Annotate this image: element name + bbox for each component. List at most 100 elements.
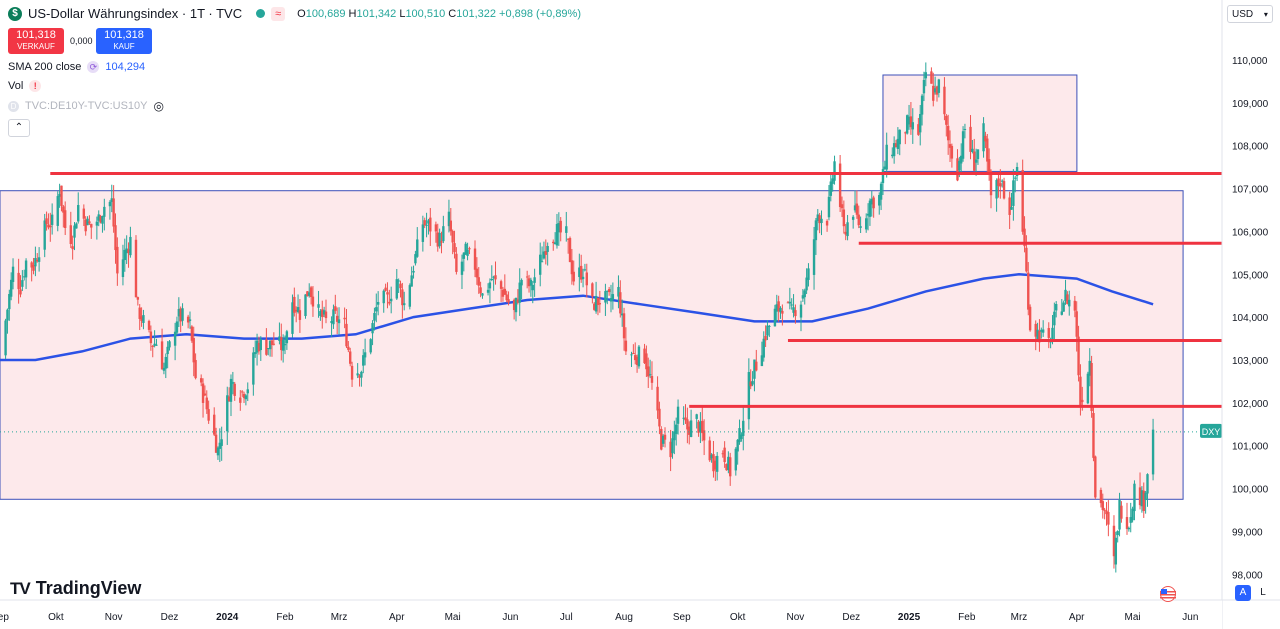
candle-body [6, 309, 9, 321]
time-tick-label: Feb [958, 612, 976, 623]
candle-body [1038, 331, 1041, 343]
candle-body [278, 336, 281, 341]
candle-body [168, 341, 171, 348]
currency-selector[interactable]: USD ▾ [1227, 5, 1273, 23]
candle-body [1107, 512, 1110, 525]
candle-body [464, 243, 467, 255]
tradingview-logo[interactable]: TV TradingView [10, 578, 141, 599]
candle-body [88, 221, 91, 224]
candle-body [851, 216, 855, 220]
sell-button[interactable]: 101,318 VERKAUF [8, 28, 64, 54]
candle-body [568, 238, 572, 263]
candle-body [708, 440, 711, 461]
candle-body [1051, 327, 1054, 340]
candle-body [112, 198, 115, 227]
candle-body [799, 304, 803, 318]
auto-scale-button[interactable]: A [1235, 585, 1251, 601]
ohlc-values: O100,689 H101,342 L100,510 C101,322 +0,8… [297, 7, 581, 20]
chart-title[interactable]: US-Dollar Währungsindex · 1T · TVC [28, 6, 243, 21]
compare-indicator[interactable]: D TVC:DE10Y-TVC:US10Y ◎ [8, 99, 164, 113]
candle-body [60, 185, 63, 206]
eye-hidden-icon[interactable]: ◎ [153, 99, 164, 113]
symbol-tag-label: DXY [1202, 427, 1221, 437]
candle-body [412, 270, 415, 273]
candle-body [296, 307, 300, 313]
candle-body [539, 254, 542, 275]
price-tick-label: 110,000 [1232, 56, 1268, 67]
candle-body [1094, 456, 1097, 498]
wave-icon[interactable]: ≈ [271, 6, 286, 21]
us-flag-icon[interactable] [1156, 586, 1180, 602]
warning-icon[interactable]: ! [29, 80, 42, 92]
candle-body [622, 313, 626, 339]
log-scale-button[interactable]: L [1260, 587, 1266, 598]
candle-body [555, 223, 559, 246]
candle-body [162, 367, 166, 371]
candle-body [242, 393, 246, 399]
candle-body [742, 420, 745, 436]
candle-body [579, 265, 583, 280]
candle-body [1053, 311, 1056, 326]
candle-body [650, 376, 654, 383]
candle-body [272, 343, 276, 345]
candle-body [220, 439, 223, 446]
candle-body [153, 343, 156, 346]
candle-body [1086, 373, 1090, 404]
candle-body [1127, 527, 1131, 530]
symbol-dot-icon: D [8, 100, 19, 112]
time-tick-label: Dez [161, 612, 179, 623]
candle-body [149, 331, 153, 344]
candle-body [423, 220, 426, 226]
candle-body [777, 301, 780, 312]
candle-body [781, 310, 784, 314]
candle-body [857, 214, 860, 226]
sma-indicator[interactable]: SMA 200 close ⟳ 104,294 [8, 61, 145, 73]
candle-body [347, 346, 350, 350]
buy-button[interactable]: 101,318 KAUF [96, 28, 152, 54]
candle-body [213, 414, 216, 435]
candle-body [1081, 399, 1084, 403]
candle-body [468, 248, 471, 250]
candle-body [762, 338, 765, 358]
candle-body [596, 297, 600, 306]
candle-body [460, 261, 464, 275]
candle-body [922, 79, 926, 94]
candle-body [1023, 228, 1026, 247]
sma-label: SMA 200 close [8, 61, 82, 73]
price-tick-label: 103,000 [1232, 356, 1269, 367]
tradingview-logo-icon: TV [10, 578, 31, 598]
candle-body [689, 420, 693, 437]
price-tick-label: 107,000 [1232, 185, 1269, 196]
candle-body [727, 456, 730, 471]
candle-body [322, 310, 326, 315]
candle-body [768, 325, 771, 327]
candle-body [244, 395, 248, 400]
candle-body [21, 280, 24, 287]
market-status-icon[interactable] [256, 9, 266, 18]
candle-body [609, 298, 613, 302]
candle-body [1066, 294, 1069, 304]
candle-body [270, 340, 274, 346]
candle-body [656, 386, 659, 411]
candle-body [239, 397, 242, 403]
candle-body [846, 222, 849, 237]
candle-body [125, 248, 128, 254]
candle-body [240, 391, 244, 393]
candle-body [382, 290, 385, 304]
time-tick-label: Jun [502, 612, 518, 623]
chart-header: $ US-Dollar Währungsindex · 1T · TVC ≈ O… [8, 6, 581, 21]
volume-indicator[interactable]: Vol ! [8, 80, 42, 92]
candle-body [591, 283, 594, 297]
candle-body [885, 144, 888, 170]
candle-body [725, 464, 728, 471]
candle-body [1144, 492, 1147, 501]
candle-body [24, 260, 28, 278]
collapse-legend-button[interactable]: ⌃ [8, 119, 30, 137]
price-tick-label: 98,000 [1232, 570, 1263, 581]
candle-body [553, 242, 557, 245]
candle-body [199, 378, 203, 383]
candle-body [75, 223, 78, 229]
compare-label: TVC:DE10Y-TVC:US10Y [25, 100, 148, 112]
candle-body [127, 249, 130, 253]
